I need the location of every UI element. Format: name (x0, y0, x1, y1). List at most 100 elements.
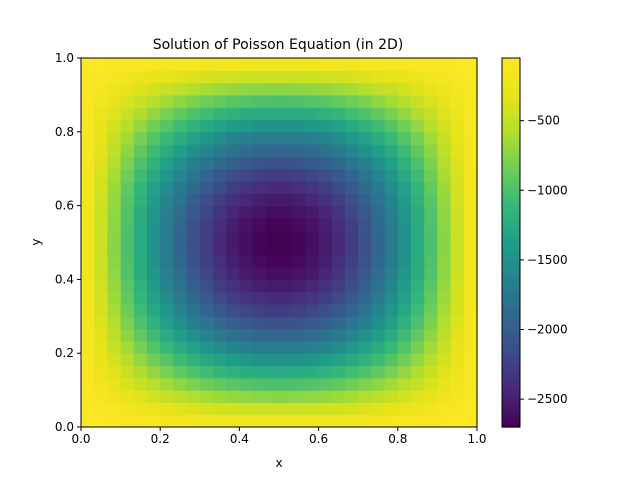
heatmap-cell (133, 205, 148, 219)
heatmap-cell (331, 390, 346, 403)
heatmap-cell (107, 107, 122, 121)
heatmap-cell (199, 328, 214, 342)
heatmap-cell (358, 377, 372, 391)
heatmap-cell (147, 119, 161, 133)
heatmap-cell (94, 144, 108, 157)
heatmap-cell (463, 291, 478, 305)
colorbar-segment (502, 82, 520, 87)
colorbar-segment (502, 168, 520, 173)
heatmap-cell (424, 193, 438, 207)
heatmap-cell (305, 131, 320, 145)
colorbar-segment (502, 328, 520, 333)
heatmap-cell (173, 181, 188, 194)
heatmap-cell (463, 70, 478, 84)
heatmap-cell (94, 316, 108, 330)
colorbar-segment (502, 285, 520, 290)
heatmap-cell (437, 144, 452, 157)
colorbar-segment (502, 399, 520, 403)
heatmap-cell (160, 279, 174, 293)
heatmap-cell (265, 316, 280, 330)
heatmap-cell (345, 340, 359, 354)
heatmap-cell (239, 316, 254, 330)
colorbar-segment (502, 141, 520, 145)
colorbar-segment (502, 119, 520, 124)
heatmap-cell (424, 205, 438, 219)
heatmap-cell (239, 82, 254, 96)
colorbar-segment (502, 362, 520, 367)
colorbar-segment (502, 251, 520, 256)
colorbar-segment (502, 383, 520, 388)
heatmap-cell (213, 82, 227, 96)
heatmap-cell (133, 353, 148, 367)
heatmap-cell (81, 168, 95, 182)
heatmap-cell (186, 119, 201, 133)
heatmap-cell (437, 58, 452, 71)
heatmap-cell (463, 328, 478, 342)
heatmap-cell (305, 181, 320, 194)
heatmap-cell (345, 279, 359, 293)
heatmap-cell (331, 107, 346, 121)
heatmap-cell (358, 390, 372, 403)
heatmap-cell (437, 156, 452, 170)
heatmap-cell (133, 70, 148, 84)
colorbar-segment (502, 122, 520, 127)
heatmap-cell (213, 316, 227, 330)
heatmap-cell (358, 107, 372, 121)
heatmap-cell (371, 205, 386, 219)
heatmap-cell (424, 254, 438, 268)
heatmap-cell (213, 131, 227, 145)
heatmap-cell (213, 402, 227, 416)
heatmap-cell (371, 377, 386, 391)
heatmap-cell (358, 230, 372, 244)
heatmap-cell (186, 205, 201, 219)
heatmap-cell (463, 181, 478, 194)
heatmap-cell (226, 414, 240, 428)
heatmap-cell (120, 353, 135, 367)
heatmap-cell (173, 82, 188, 96)
heatmap-cell (120, 217, 135, 231)
heatmap-cell (331, 242, 346, 256)
heatmap-cell (384, 279, 399, 293)
colorbar-segment (502, 353, 520, 357)
heatmap-cell (305, 328, 320, 342)
heatmap-cell (318, 230, 333, 244)
heatmap-cell (107, 328, 122, 342)
heatmap-cell (186, 156, 201, 170)
heatmap-cell (345, 353, 359, 367)
colorbar-segment (502, 377, 520, 382)
y-tick-label: 0.2 (55, 346, 74, 360)
heatmap-cell (239, 181, 254, 194)
heatmap-cell (160, 377, 174, 391)
colorbar-segment (502, 254, 520, 259)
heatmap-cell (371, 70, 386, 84)
heatmap-cell (450, 94, 465, 108)
heatmap-cell (239, 414, 254, 428)
heatmap-cell (252, 377, 267, 391)
heatmap-cell (371, 94, 386, 108)
heatmap-cell (94, 304, 108, 317)
heatmap-cell (213, 181, 227, 194)
heatmap-cell (437, 365, 452, 379)
heatmap-cell (450, 156, 465, 170)
heatmap-cell (120, 119, 135, 133)
colorbar-segment (502, 208, 520, 213)
heatmap-cell (265, 168, 280, 182)
heatmap-cell (160, 254, 174, 268)
heatmap-cell (120, 144, 135, 157)
heatmap-cell (292, 316, 306, 330)
heatmap-cell (147, 353, 161, 367)
heatmap-cell (133, 254, 148, 268)
heatmap-cell (292, 205, 306, 219)
colorbar-segment (502, 184, 520, 188)
heatmap-cell (213, 279, 227, 293)
heatmap-cell (226, 107, 240, 121)
heatmap-cell (305, 279, 320, 293)
heatmap-cell (107, 279, 122, 293)
heatmap-cell (147, 168, 161, 182)
heatmap-cell (345, 217, 359, 231)
heatmap-cell (252, 316, 267, 330)
heatmap-cell (173, 94, 188, 108)
heatmap-cell (397, 390, 412, 403)
heatmap-cell (411, 377, 425, 391)
